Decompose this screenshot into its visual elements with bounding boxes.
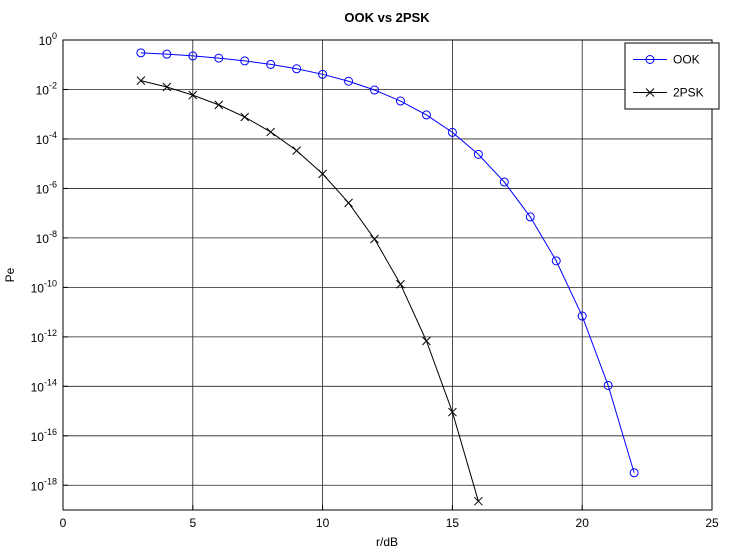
y-tick-exponent: 0	[52, 31, 57, 41]
marker	[188, 90, 198, 100]
y-tick-base: 10	[36, 232, 50, 246]
y-tick-exponent: -12	[44, 328, 57, 338]
marker	[396, 279, 405, 289]
marker	[629, 468, 639, 478]
y-tick-exponent: -10	[44, 278, 57, 288]
y-tick-exponent: -2	[49, 80, 57, 90]
x-axis-label: r/dB	[376, 535, 398, 549]
x-tick-label: 20	[576, 516, 590, 530]
marker	[395, 96, 405, 106]
y-tick-label: 100	[39, 31, 57, 48]
marker	[318, 69, 328, 79]
marker	[292, 146, 301, 155]
marker	[551, 256, 561, 266]
marker	[603, 380, 613, 390]
marker	[474, 496, 483, 506]
legend-box	[624, 42, 720, 110]
y-tick-label: 10-18	[31, 476, 57, 493]
y-tick-label: 10-14	[31, 377, 57, 394]
y-tick-base: 10	[31, 380, 45, 394]
y-tick-exponent: -18	[44, 476, 57, 486]
marker	[370, 234, 379, 244]
marker	[214, 100, 224, 110]
marker	[645, 55, 655, 64]
x-tick-label: 5	[189, 516, 196, 530]
y-tick-base: 10	[31, 430, 45, 444]
marker	[447, 127, 457, 137]
y-axis-label: Pe	[3, 267, 17, 282]
legend-label: OOK	[673, 53, 700, 67]
marker	[318, 169, 327, 179]
y-tick-exponent: -16	[44, 427, 57, 437]
marker	[136, 48, 146, 58]
x-tick-label: 0	[60, 516, 67, 530]
marker	[525, 212, 535, 222]
marker	[162, 82, 172, 92]
marker	[448, 407, 457, 417]
y-tick-base: 10	[36, 182, 50, 196]
y-tick-base: 10	[31, 331, 45, 345]
legend-label: 2PSK	[673, 86, 704, 100]
y-tick-exponent: -4	[49, 130, 57, 140]
y-tick-exponent: -8	[49, 229, 57, 239]
marker	[162, 49, 172, 59]
marker	[266, 127, 276, 137]
y-tick-label: 10-16	[31, 427, 57, 444]
y-tick-label: 10-8	[36, 229, 57, 246]
marker	[214, 53, 224, 63]
y-tick-label: 10-10	[31, 278, 57, 295]
marker	[188, 51, 198, 61]
marker	[473, 149, 483, 159]
marker	[344, 76, 354, 86]
plot-frame	[62, 39, 713, 511]
legend: OOK 2PSK	[624, 42, 720, 110]
marker	[136, 76, 146, 85]
y-tick-label: 10-6	[36, 179, 57, 196]
y-tick-base: 10	[39, 34, 53, 48]
marker	[421, 110, 431, 120]
marker	[499, 177, 509, 187]
marker	[577, 311, 587, 321]
y-tick-exponent: -6	[49, 179, 57, 189]
marker	[422, 336, 431, 346]
x-tick-label: 15	[446, 516, 460, 530]
y-tick-base: 10	[36, 133, 50, 147]
x-tick-label: 25	[705, 516, 719, 530]
y-tick-label: 10-4	[36, 130, 57, 147]
y-tick-label: 10-12	[31, 328, 57, 345]
marker	[266, 59, 276, 69]
marker	[292, 64, 302, 74]
series-line	[140, 80, 479, 502]
marker	[645, 88, 655, 97]
y-tick-label: 10-2	[36, 80, 57, 97]
marker	[240, 56, 250, 66]
marker	[240, 112, 250, 122]
y-tick-exponent: -14	[44, 377, 57, 387]
y-tick-base: 10	[36, 83, 50, 97]
y-tick-base: 10	[31, 281, 45, 295]
x-tick-label: 10	[316, 516, 330, 530]
marker	[344, 198, 353, 208]
chart-title: OOK vs 2PSK	[344, 10, 430, 25]
marker	[370, 85, 380, 95]
y-tick-base: 10	[31, 479, 45, 493]
